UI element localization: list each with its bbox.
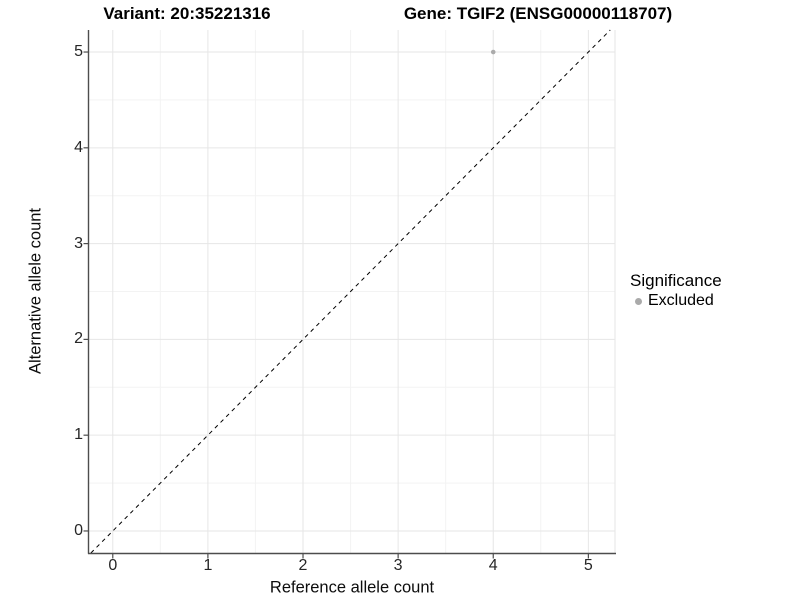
variant-title: Variant: 20:35221316	[103, 4, 271, 23]
identity-reference-line	[90, 29, 611, 554]
x-tick-label: 5	[583, 557, 593, 574]
y-tick-label: 2	[74, 330, 83, 348]
legend-title: Significance	[630, 271, 722, 290]
x-tick-label: 1	[203, 557, 213, 574]
x-tick-label: 3	[393, 557, 403, 574]
y-tick-label: 3	[74, 234, 83, 252]
y-tick-label: 1	[74, 426, 83, 444]
x-tick-label: 2	[298, 557, 308, 574]
gene-title: Gene: TGIF2 (ENSG00000118707)	[403, 4, 673, 23]
y-tick-label: 4	[74, 138, 83, 156]
x-axis-title: Reference allele count	[269, 578, 435, 597]
y-tick-label: 0	[74, 521, 83, 539]
legend-item-label: Excluded	[648, 292, 714, 309]
excluded-point-key-icon	[635, 297, 642, 305]
x-tick-label: 4	[488, 557, 498, 574]
data-point-excluded	[490, 49, 496, 55]
y-tick-label: 5	[74, 43, 83, 61]
x-tick-label: 0	[108, 557, 118, 574]
y-axis-title: Alternative allele count	[26, 207, 45, 375]
legend-item-excluded: Excluded	[630, 292, 722, 310]
legend: Significance Excluded	[630, 271, 722, 310]
